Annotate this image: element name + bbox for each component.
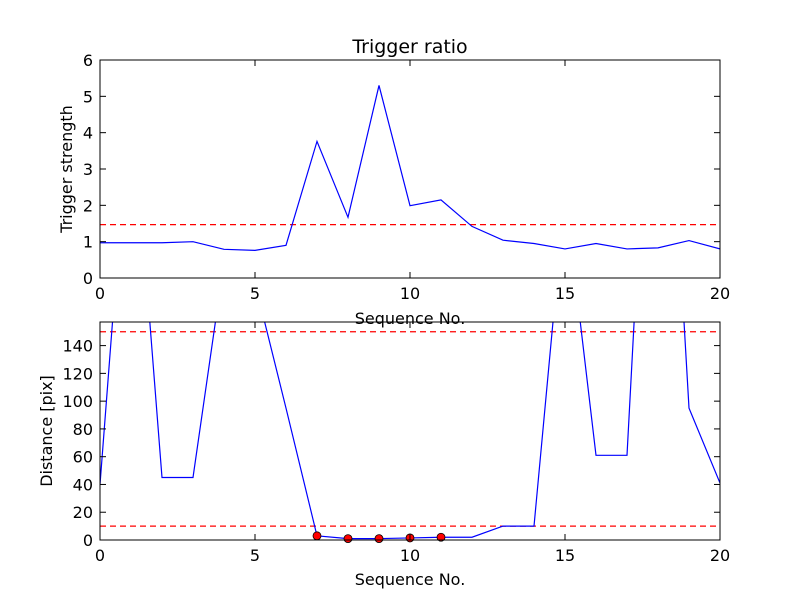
y-axis-label: Trigger strength [57,105,76,234]
y-tick-label: 60 [73,448,93,467]
x-tick-label: 0 [95,546,105,565]
data-point-marker [343,534,353,544]
series-line [100,85,720,251]
x-tick-label: 20 [710,284,730,303]
y-tick-label: 4 [83,124,93,143]
y-tick-label: 3 [83,160,93,179]
y-tick-label: 80 [73,420,93,439]
y-tick-label: 100 [62,392,93,411]
x-tick-label: 5 [250,284,260,303]
distance-chart: 0 5 10 15 20 0 20 40 60 80 100 120 140 Sequence No.… [37,321,730,589]
x-tick-label: 10 [400,284,420,303]
y-axis-label: Distance [pix] [37,375,56,487]
x-tick-label: 10 [400,546,420,565]
y-tick-label: 40 [73,475,93,494]
y-axis: 0 20 40 60 80 100 120 140 [62,337,720,550]
trigger-ratio-chart: Trigger ratio 0 5 10 15 20 0 1 2 3 4 5 6 Sequence … [57,36,730,328]
x-axis: 0 5 10 15 20 [95,322,730,565]
x-tick-label: 15 [555,284,575,303]
x-axis-label: Sequence No. [355,309,466,328]
y-tick-label: 1 [83,233,93,252]
y-tick-label: 20 [73,503,93,522]
data-point-marker [436,532,446,542]
series-group [100,322,720,540]
y-tick-label: 6 [83,51,93,70]
x-tick-label: 15 [555,546,575,565]
y-tick-label: 0 [83,269,93,288]
y-tick-label: 5 [83,87,93,106]
y-tick-label: 140 [62,337,93,356]
plot-frame [99,59,721,279]
y-tick-label: 120 [62,364,93,383]
y-tick-label: 0 [83,531,93,550]
data-point-marker [374,534,384,544]
chart-title: Trigger ratio [351,36,467,58]
data-point-marker [312,531,322,541]
y-axis: 0 1 2 3 4 5 6 [83,51,720,288]
series-line [100,322,720,540]
x-tick-label: 0 [95,284,105,303]
x-axis: 0 5 10 15 20 [95,60,730,303]
x-tick-label: 20 [710,546,730,565]
y-tick-label: 2 [83,196,93,215]
threshold-lines [100,331,720,527]
x-tick-label: 5 [250,546,260,565]
plot-frame [99,321,721,541]
series-group [100,85,720,251]
x-axis-label: Sequence No. [355,570,466,589]
